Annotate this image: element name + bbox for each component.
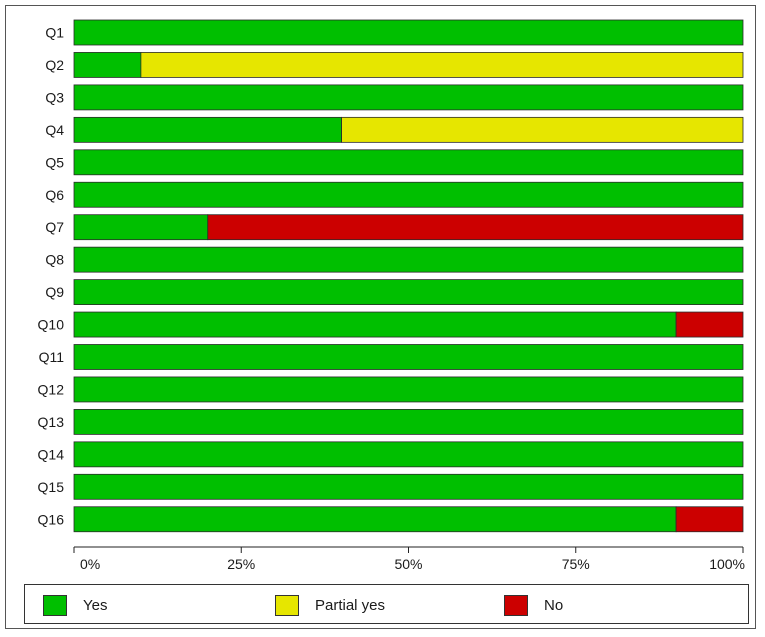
bar-segment-q12-yes — [73, 376, 744, 403]
bar-segment-q14-yes — [73, 441, 744, 468]
category-label: Q3 — [45, 89, 64, 105]
category-label: Q2 — [45, 57, 64, 73]
category-label: Q12 — [38, 381, 65, 397]
legend-swatch-no — [504, 594, 528, 616]
legend-item-no: No — [504, 593, 563, 617]
category-label: Q7 — [45, 219, 64, 235]
x-tick-label: 100% — [709, 556, 745, 572]
bar-segment-q11-yes — [73, 344, 744, 370]
category-label: Q15 — [38, 479, 65, 495]
bar-segment-q16-no — [675, 506, 744, 533]
x-tick-label: 25% — [227, 556, 255, 572]
category-label: Q11 — [39, 349, 65, 365]
bar-segment-q5-yes — [73, 149, 744, 176]
bar-segment-q16-yes — [73, 506, 677, 533]
bar-segment-q4-yes — [73, 116, 343, 143]
bar-segment-q10-no — [675, 311, 744, 338]
bar-segment-q13-yes — [73, 408, 744, 435]
legend-label-partial-yes: Partial yes — [315, 596, 386, 614]
category-label: Q1 — [45, 25, 64, 41]
bar-segment-q8-yes — [73, 246, 744, 273]
bar-segment-q1-yes — [73, 19, 744, 46]
bar-segment-q10-yes — [73, 311, 677, 338]
bar-segment-q7-yes — [73, 214, 209, 241]
legend-item-yes: Yes — [43, 593, 107, 617]
legend: Yes Partial yes No — [24, 584, 749, 624]
category-label: Q8 — [45, 252, 64, 268]
category-label: Q4 — [45, 122, 64, 138]
bar-segment-q7-no — [207, 214, 744, 241]
bar-segment-q9-yes — [73, 279, 744, 306]
category-label: Q13 — [38, 414, 65, 430]
x-tick-label: 75% — [562, 556, 590, 572]
category-label: Q16 — [38, 511, 65, 527]
category-label: Q10 — [38, 317, 65, 333]
legend-item-partial-yes: Partial yes — [275, 593, 385, 617]
bar-segment-q6-yes — [73, 181, 744, 208]
bar-segment-q3-yes — [73, 84, 744, 111]
x-tick-label: 50% — [394, 556, 422, 572]
bar-segment-q15-yes — [73, 473, 744, 500]
legend-label-no: No — [544, 596, 564, 614]
stacked-bar-chart: Q1 Q2 Q3 Q4 Q5 Q6 Q7 Q8 Q9 Q10 Q11 Q12 Q13 Q14 Q15 Q16 0… — [38, 19, 745, 572]
category-label: Q5 — [45, 154, 64, 170]
chart-frame: Q1 Q2 Q3 Q4 Q5 Q6 Q7 Q8 Q9 Q10 Q11 Q12 Q13 Q14 Q15 Q16 0… — [5, 5, 756, 629]
bar-segment-q2-yes — [73, 52, 142, 78]
legend-swatch-partial-yes — [275, 594, 299, 616]
x-tick-label: 0% — [80, 556, 100, 572]
category-label: Q6 — [45, 187, 64, 203]
bar-segment-q2-partial-yes — [140, 52, 744, 78]
category-label: Q14 — [38, 446, 65, 462]
legend-swatch-yes — [43, 594, 67, 616]
legend-label-yes: Yes — [83, 596, 108, 614]
category-label: Q9 — [45, 284, 64, 300]
bar-segment-q4-partial-yes — [341, 116, 744, 143]
